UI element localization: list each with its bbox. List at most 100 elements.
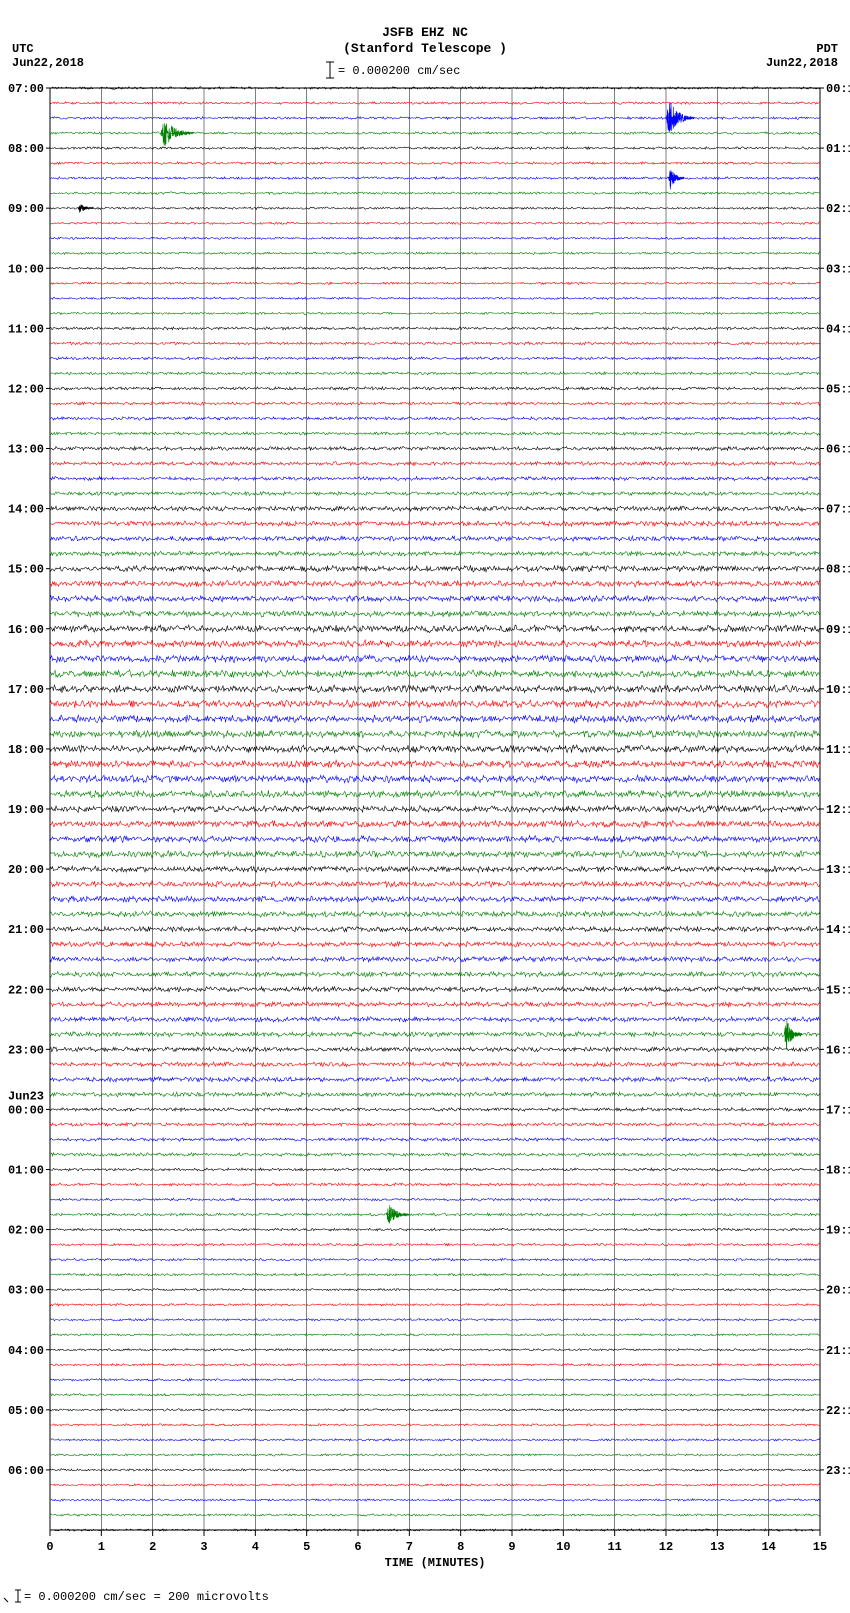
hour-label-utc: 02:00 xyxy=(8,1224,44,1238)
x-tick-label: 11 xyxy=(607,1540,621,1554)
seismic-trace xyxy=(50,402,820,405)
seismic-trace xyxy=(50,1243,820,1246)
seismic-trace xyxy=(50,821,820,828)
x-axis-label: TIME (MINUTES) xyxy=(385,1556,486,1570)
seismic-trace xyxy=(50,1032,820,1037)
seismic-event xyxy=(386,1205,409,1223)
hour-label-pdt: 16:15 xyxy=(826,1043,850,1057)
x-tick-label: 1 xyxy=(98,1540,105,1554)
seismic-trace xyxy=(50,192,820,195)
station-code: JSFB EHZ NC xyxy=(382,25,468,40)
seismic-trace xyxy=(50,1228,820,1231)
seismic-trace xyxy=(50,565,820,572)
seismic-trace xyxy=(50,760,820,768)
seismic-trace xyxy=(50,267,820,270)
seismic-trace xyxy=(50,222,820,224)
seismic-trace xyxy=(50,596,820,602)
x-tick-label: 4 xyxy=(252,1540,259,1554)
seismic-trace xyxy=(50,327,820,330)
seismic-trace xyxy=(50,1017,820,1022)
hour-label-utc: 13:00 xyxy=(8,443,44,457)
seismic-trace xyxy=(50,1077,820,1082)
hour-label-utc: 04:00 xyxy=(8,1344,44,1358)
day-change-label: Jun23 xyxy=(8,1089,44,1103)
tz-left: UTC xyxy=(12,42,34,56)
hour-label-pdt: 03:15 xyxy=(826,262,850,276)
x-tick-label: 2 xyxy=(149,1540,156,1554)
seismic-trace xyxy=(50,417,820,420)
seismic-trace xyxy=(50,536,820,541)
hour-label-pdt: 15:15 xyxy=(826,983,850,997)
station-name: (Stanford Telescope ) xyxy=(343,41,507,56)
seismic-trace xyxy=(50,1303,820,1306)
seismic-trace xyxy=(50,1092,820,1097)
hour-label-pdt: 14:15 xyxy=(826,923,850,937)
seismic-trace xyxy=(50,625,820,633)
x-tick-label: 10 xyxy=(556,1540,570,1554)
seismic-trace xyxy=(50,1153,820,1157)
seismic-trace xyxy=(50,147,820,150)
seismic-trace xyxy=(50,177,820,180)
tz-right: PDT xyxy=(816,42,838,56)
seismic-trace xyxy=(50,700,820,708)
seismic-trace xyxy=(50,1499,820,1502)
seismic-trace xyxy=(50,237,820,240)
seismic-trace xyxy=(50,1364,820,1366)
seismic-event xyxy=(784,1021,802,1050)
seismic-trace xyxy=(50,342,820,345)
hour-label-utc: 21:00 xyxy=(8,923,44,937)
seismic-trace xyxy=(50,1334,820,1337)
hour-label-utc: 09:00 xyxy=(8,202,44,216)
seismic-trace xyxy=(50,462,820,466)
x-tick-label: 13 xyxy=(710,1540,724,1554)
x-tick-label: 14 xyxy=(761,1540,775,1554)
seismic-trace xyxy=(50,506,820,511)
date-right: Jun22,2018 xyxy=(766,56,838,70)
hour-label-utc: 23:00 xyxy=(8,1043,44,1057)
x-tick-label: 8 xyxy=(457,1540,464,1554)
seismic-trace xyxy=(50,282,820,284)
seismic-trace xyxy=(50,1198,820,1201)
hour-label-pdt: 11:15 xyxy=(826,743,850,757)
x-tick-label: 15 xyxy=(813,1540,827,1554)
hour-label-pdt: 21:15 xyxy=(826,1344,850,1358)
seismic-trace xyxy=(50,866,820,872)
seismic-trace xyxy=(50,117,820,120)
seismic-trace xyxy=(50,432,820,435)
hour-label-utc: 14:00 xyxy=(8,503,44,517)
hour-label-pdt: 23:15 xyxy=(826,1464,850,1478)
seismic-trace xyxy=(50,1062,820,1067)
x-tick-label: 5 xyxy=(303,1540,310,1554)
hour-label-pdt: 00:15 xyxy=(826,82,850,96)
seismic-trace xyxy=(50,1424,820,1426)
seismic-trace xyxy=(50,580,820,587)
seismic-trace xyxy=(50,492,820,496)
seismic-event xyxy=(160,123,193,146)
scale-bar-label: = 0.000200 cm/sec xyxy=(338,64,460,78)
seismic-trace xyxy=(50,745,820,753)
hour-label-pdt: 07:15 xyxy=(826,503,850,517)
seismic-trace xyxy=(50,715,820,723)
hour-label-pdt: 09:15 xyxy=(826,623,850,637)
x-tick-label: 3 xyxy=(200,1540,207,1554)
hour-label-utc: 01:00 xyxy=(8,1164,44,1178)
hour-label-pdt: 13:15 xyxy=(826,863,850,877)
hour-label-pdt: 02:15 xyxy=(826,202,850,216)
hour-label-pdt: 04:15 xyxy=(826,322,850,336)
seismic-trace xyxy=(50,806,820,813)
seismic-trace xyxy=(50,207,820,210)
hour-label-utc: 11:00 xyxy=(8,322,44,336)
seismic-trace xyxy=(50,881,820,887)
seismic-trace xyxy=(50,1394,820,1396)
hour-label-utc: 05:00 xyxy=(8,1404,44,1418)
seismic-trace xyxy=(50,640,820,648)
seismic-trace xyxy=(50,1213,820,1216)
seismic-trace xyxy=(50,1484,820,1487)
x-tick-label: 0 xyxy=(46,1540,53,1554)
seismic-trace xyxy=(50,1379,820,1381)
seismic-trace xyxy=(50,521,820,526)
hour-label-utc: 07:00 xyxy=(8,82,44,96)
seismic-trace xyxy=(50,357,820,360)
hour-label-utc: 15:00 xyxy=(8,563,44,577)
hour-label-pdt: 19:15 xyxy=(826,1224,850,1238)
